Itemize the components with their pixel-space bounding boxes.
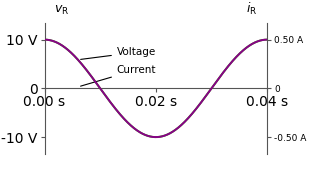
Text: $\mathit{v}_\mathrm{R}$: $\mathit{v}_\mathrm{R}$ bbox=[54, 4, 69, 17]
Text: $\mathit{i}_\mathrm{R}$: $\mathit{i}_\mathrm{R}$ bbox=[246, 1, 257, 17]
Text: Voltage: Voltage bbox=[81, 47, 156, 59]
Text: Current: Current bbox=[80, 65, 156, 86]
